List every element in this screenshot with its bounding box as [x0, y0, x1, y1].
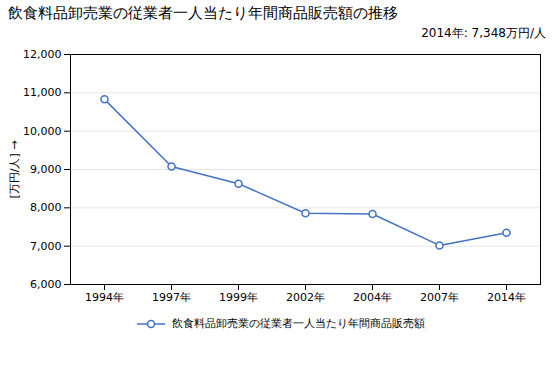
svg-text:11,000: 11,000 — [23, 86, 62, 99]
svg-text:9,000: 9,000 — [30, 163, 62, 176]
svg-text:12,000: 12,000 — [23, 48, 62, 61]
svg-text:2007年: 2007年 — [420, 291, 459, 304]
svg-text:6,000: 6,000 — [30, 278, 62, 291]
svg-text:10,000: 10,000 — [23, 125, 62, 138]
svg-text:7,000: 7,000 — [30, 240, 62, 253]
html-text:2014年: 7,348万円/人: 2014年: 7,348万円/人 — [421, 26, 546, 40]
svg-text:1999年: 1999年 — [219, 291, 258, 304]
html-text:飲食料品卸売業の従業者一人当たり年間商品販売額の推移: 飲食料品卸売業の従業者一人当たり年間商品販売額の推移 — [8, 4, 398, 22]
svg-text:8,000: 8,000 — [30, 201, 62, 214]
html-text:飲食料品卸売業の従業者一人当たり年間商品販売額: 飲食料品卸売業の従業者一人当たり年間商品販売額 — [171, 317, 425, 330]
svg-text:2004年: 2004年 — [353, 291, 392, 304]
svg-text:2014年: 2014年 — [487, 291, 526, 304]
svg-text:[万円/人] →: [万円/人] → — [8, 140, 21, 198]
svg-text:2002年: 2002年 — [286, 291, 325, 304]
svg-text:1997年: 1997年 — [152, 291, 191, 304]
svg-text:1994年: 1994年 — [85, 291, 124, 304]
